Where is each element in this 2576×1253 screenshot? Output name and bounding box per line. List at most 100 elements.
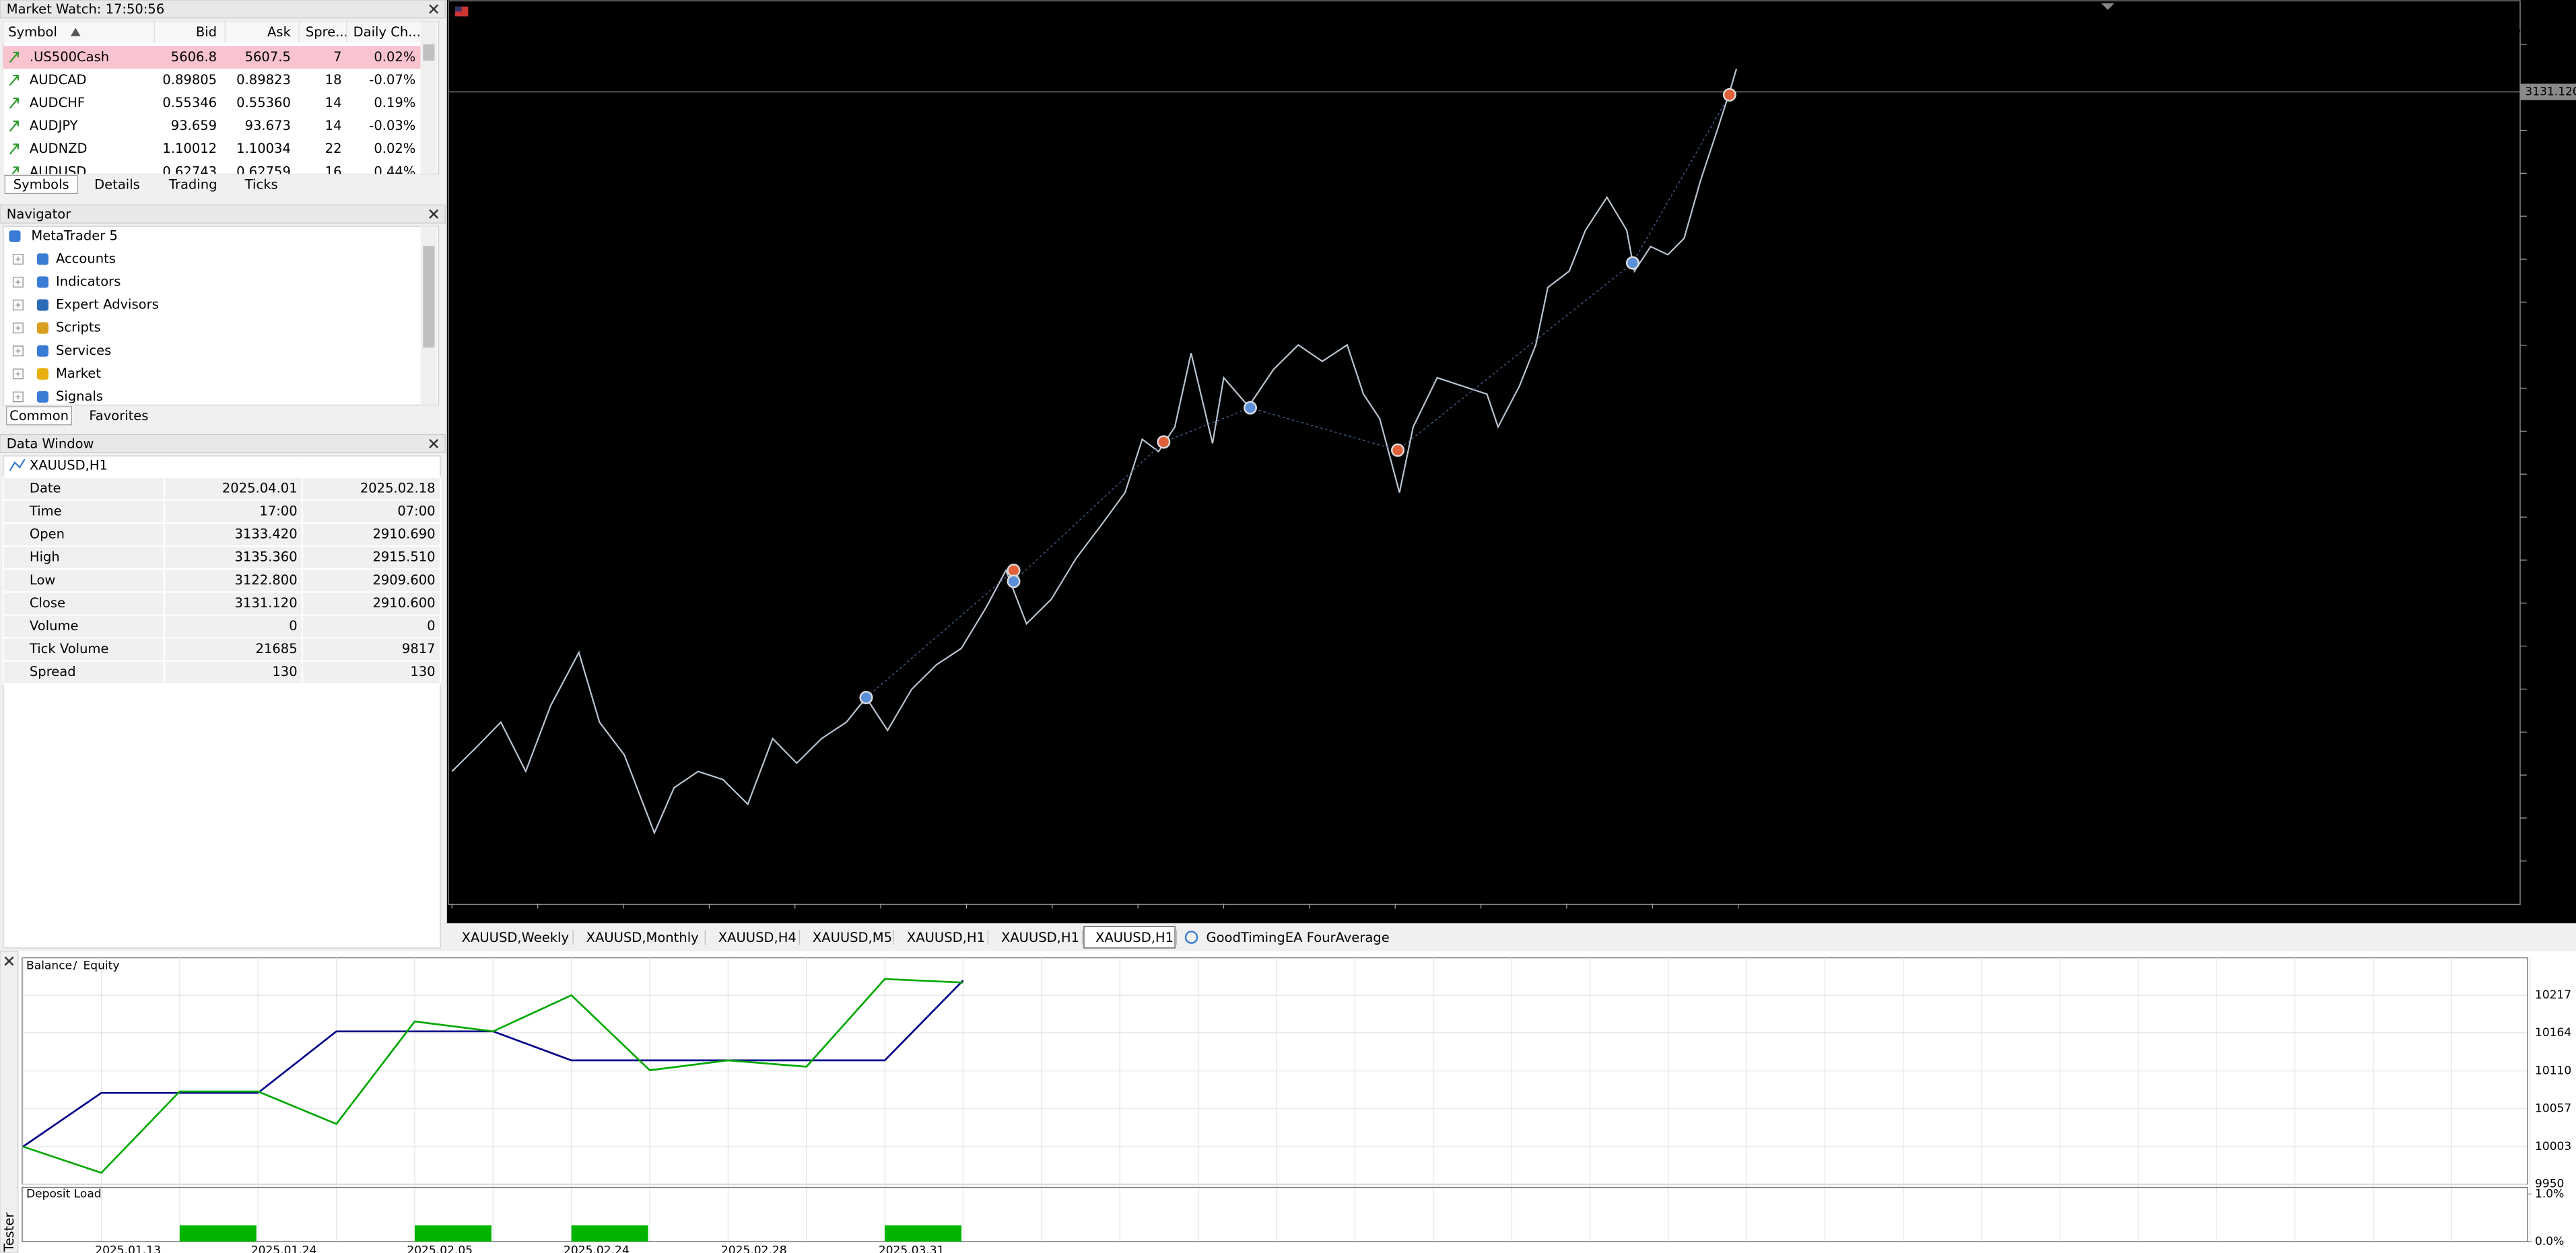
close-icon[interactable] xyxy=(429,4,439,14)
expand-icon[interactable] xyxy=(12,277,24,287)
data-row xyxy=(2,499,441,524)
expand-icon[interactable] xyxy=(12,300,24,310)
cell: AUDJPY xyxy=(30,118,78,133)
expand-icon[interactable] xyxy=(12,345,24,357)
x-tick-label: 28 Feb 10:00 xyxy=(1398,907,1474,920)
header-row xyxy=(3,21,421,43)
column-header: Spre... xyxy=(306,24,348,40)
symbol-row[interactable] xyxy=(3,69,421,92)
symbol-row[interactable] xyxy=(3,160,421,184)
cell: .US500Cash xyxy=(30,49,109,65)
tab[interactable] xyxy=(75,407,163,425)
data-value: 0 xyxy=(427,618,435,634)
tree-item[interactable]: Accounts xyxy=(56,250,116,266)
close-icon[interactable] xyxy=(429,209,439,219)
chart-tab[interactable] xyxy=(450,926,572,948)
trend-icon xyxy=(11,166,19,174)
trade-marker[interactable] xyxy=(1007,564,1021,578)
y-tick-label: 10110 xyxy=(2535,1064,2571,1078)
tab[interactable] xyxy=(81,175,154,194)
y-tick-label: 2977.260 xyxy=(2530,296,2576,309)
tree-item[interactable]: Services xyxy=(56,343,111,358)
tab[interactable] xyxy=(4,175,78,195)
data-value: 130 xyxy=(272,664,297,679)
trade-marker[interactable] xyxy=(1157,435,1171,449)
tree-item[interactable]: Signals xyxy=(56,388,103,404)
cell: 93.673 xyxy=(245,118,291,133)
cell: 14 xyxy=(325,118,342,133)
chart-tab[interactable] xyxy=(895,926,987,948)
chart-tab[interactable] xyxy=(801,926,892,948)
data-value: 3131.120 xyxy=(235,595,298,611)
cell: 1.10012 xyxy=(162,141,217,156)
symbol-row[interactable] xyxy=(3,114,421,138)
chart-tab-label: XAUUSD,H4 xyxy=(718,930,796,945)
trade-marker[interactable] xyxy=(1625,256,1639,270)
data-label: High xyxy=(30,549,60,565)
tab-label: Common xyxy=(9,408,69,424)
chart-tab[interactable] xyxy=(574,926,704,948)
tree-item[interactable]: Market xyxy=(56,366,101,381)
y-tick-label: 10217 xyxy=(2535,988,2571,1002)
trade-marker[interactable] xyxy=(859,691,873,705)
symbol-row[interactable] xyxy=(3,46,421,69)
expand-icon[interactable] xyxy=(12,391,24,403)
chart-tab-label: XAUUSD,Weekly xyxy=(462,930,569,945)
cell: 0.02% xyxy=(374,141,415,156)
tab[interactable] xyxy=(6,406,72,426)
chart-tab[interactable] xyxy=(989,926,1081,948)
trend-icon xyxy=(9,143,19,155)
trade-marker[interactable] xyxy=(1722,88,1736,102)
chart-tab-label: XAUUSD,H1 xyxy=(1095,930,1174,945)
x-tick-label: 2025.01.13 xyxy=(95,1244,161,1253)
symbol-row[interactable] xyxy=(3,137,421,161)
cell: 14 xyxy=(325,95,342,110)
data-value: 2025.04.01 xyxy=(222,480,298,496)
data-label: Close xyxy=(30,595,65,611)
scrollbar-thumb[interactable] xyxy=(423,44,435,61)
trend-icon xyxy=(9,51,19,63)
legend-separator: / xyxy=(73,959,77,973)
close-icon[interactable] xyxy=(4,956,14,966)
y-tick-label: 3008.710 xyxy=(2530,252,2576,266)
trade-marker[interactable] xyxy=(1007,574,1021,588)
symbol-row[interactable] xyxy=(3,92,421,115)
current-price-label: 3131.120 xyxy=(2525,86,2576,99)
chart-tab[interactable] xyxy=(1178,926,1402,948)
chart-bg xyxy=(446,0,2576,924)
scrollbar-thumb[interactable] xyxy=(423,246,435,348)
data-label: Time xyxy=(29,504,62,519)
tree-item[interactable]: Indicators xyxy=(56,273,121,289)
cell: AUDCHF xyxy=(30,95,85,110)
chart-tab[interactable] xyxy=(1083,926,1176,949)
y-tick-label: 2882.910 xyxy=(2530,424,2576,438)
trade-marker[interactable] xyxy=(1243,401,1257,415)
y-tick-label: 2568.410 xyxy=(2530,854,2576,868)
tab[interactable] xyxy=(232,175,290,194)
tree-item[interactable]: Expert Advisors xyxy=(56,297,159,312)
data-value: 0 xyxy=(289,618,297,634)
trade-path xyxy=(866,94,1730,698)
cell: 16 xyxy=(325,164,342,179)
y-tick-label: 2725.660 xyxy=(2530,640,2576,653)
x-tick-label: 28 Jan 23:00 xyxy=(1056,907,1128,920)
y-tick-label: 9950 xyxy=(2535,1178,2564,1191)
expand-icon[interactable] xyxy=(12,253,24,265)
navigator-tree: MetaTrader 5 Accounts Indicators Expert Adv… xyxy=(9,228,159,404)
cell: 1.10034 xyxy=(236,141,291,156)
chart-header: XAUUSD, H1: Gold vs US Dollar (spot) 313… xyxy=(477,6,927,20)
trade-marker[interactable] xyxy=(1391,443,1405,457)
legend-entry: Equity xyxy=(83,959,119,973)
expand-icon[interactable] xyxy=(12,323,24,334)
cell: 0.44% xyxy=(374,164,415,179)
tree-item[interactable]: MetaTrader 5 xyxy=(31,228,118,243)
tree-icon xyxy=(36,299,48,311)
data-label: Volume xyxy=(30,618,79,634)
expand-icon[interactable] xyxy=(12,368,24,380)
chart-tab[interactable] xyxy=(706,926,798,948)
close-icon[interactable] xyxy=(429,438,439,448)
y-tick-label: 3040.160 xyxy=(2530,209,2576,223)
tree-item[interactable]: Scripts xyxy=(56,320,101,335)
tab[interactable] xyxy=(156,175,230,194)
